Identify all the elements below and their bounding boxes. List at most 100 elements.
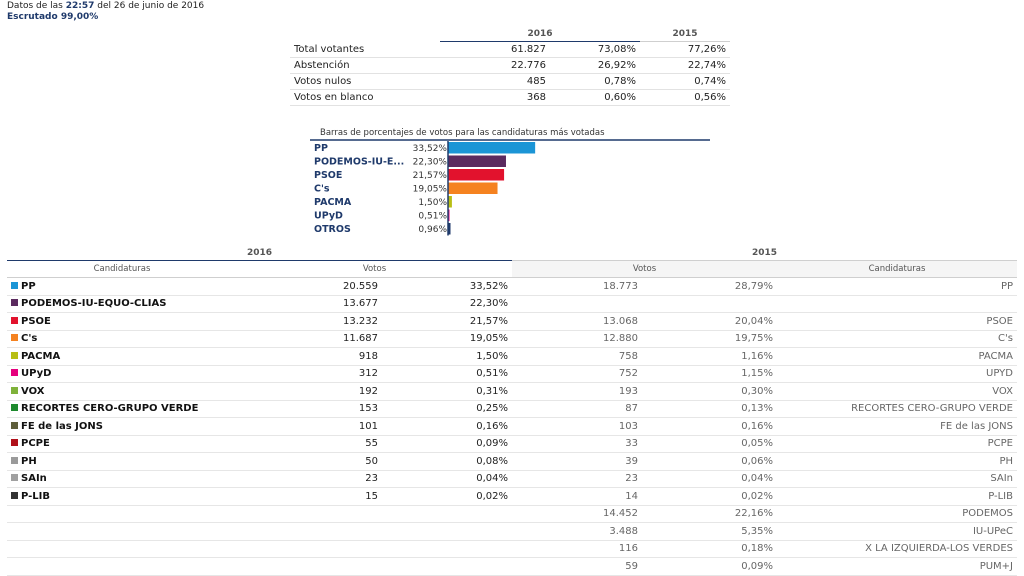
- summary-count: 485: [440, 73, 550, 90]
- candidature-name: RECORTES CERO-GRUPO VERDE: [21, 403, 199, 415]
- bar-value-label: 0,51%: [418, 212, 447, 222]
- detail-year-2015: 2015: [512, 246, 1017, 261]
- votes-2015: 103: [512, 417, 642, 436]
- votes-2015: 3.488: [512, 522, 642, 541]
- pct-2016: 0,16%: [382, 417, 512, 436]
- candidature-cell: UPyD: [7, 365, 237, 383]
- pct-2016: 0,02%: [382, 487, 512, 506]
- bar-6: [448, 223, 451, 235]
- bar-value-label: 22,30%: [413, 158, 448, 168]
- votes-2015: 23: [512, 470, 642, 488]
- candidature-name-2015: [777, 295, 1017, 313]
- pct-2015: 0,05%: [642, 435, 777, 453]
- candidature-cell: P-LIB: [7, 487, 237, 506]
- bar-2: [448, 169, 505, 181]
- bar-category-label: C's: [314, 184, 330, 195]
- table-row: RECORTES CERO-GRUPO VERDE 153 0,25% 87 0,13%…: [7, 400, 1017, 418]
- votes-2016: 13.232: [237, 312, 382, 331]
- summary-pct-2016: 0,60%: [550, 89, 640, 106]
- pct-2016: 1,50%: [382, 347, 512, 366]
- candidature-cell: PACMA: [7, 347, 237, 366]
- votes-2016: 13.677: [237, 295, 382, 313]
- detail-year-row: 2016 2015: [7, 246, 1017, 261]
- candidature-name-2015: X LA IZQUIERDA-LOS VERDES: [777, 540, 1017, 558]
- col-candidaturas-2016: Candidaturas: [7, 260, 237, 278]
- bar-value-label: 0,96%: [418, 225, 447, 235]
- party-color-swatch: [11, 316, 18, 324]
- votes-2015: 758: [512, 347, 642, 366]
- pct-2016: 22,30%: [382, 295, 512, 313]
- summary-body: Total votantes 61.827 73,08% 77,26% Abstenci…: [290, 41, 730, 106]
- candidature-cell: VOX: [7, 382, 237, 401]
- candidature-cell: PP: [7, 277, 237, 296]
- bar-category-label: PODEMOS-IU-E...: [314, 157, 404, 168]
- summary-year-2015: 2015: [640, 26, 730, 42]
- party-color-swatch: [11, 456, 18, 464]
- candidature-name-2015: PSOE: [777, 312, 1017, 331]
- table-row: PSOE 13.232 21,57% 13.068 20,04% PSOE: [7, 312, 1017, 331]
- pct-2016: 0,09%: [382, 435, 512, 453]
- col-candidaturas-2015: Candidaturas: [777, 260, 1017, 278]
- candidature-cell: PODEMOS-IU-EQUO-CLIAS: [7, 295, 237, 313]
- bar-1: [448, 155, 506, 167]
- summary-row: Votos nulos 485 0,78% 0,74%: [290, 73, 730, 90]
- votes-2015: 193: [512, 382, 642, 401]
- votes-2015: 13.068: [512, 312, 642, 331]
- votes-2015: 14: [512, 487, 642, 506]
- pct-2015: 0,30%: [642, 382, 777, 401]
- votes-2015: 14.452: [512, 505, 642, 523]
- summary-count: 22.776: [440, 57, 550, 74]
- table-row: PH 50 0,08% 39 0,06% PH: [7, 452, 1017, 471]
- summary-label: Votos nulos: [290, 73, 440, 90]
- party-color-swatch: [11, 474, 18, 482]
- votes-2016: 11.687: [237, 330, 382, 348]
- pct-2016: 0,25%: [382, 400, 512, 418]
- scrutiny-status: Escrutado 99,00%: [7, 12, 99, 22]
- votes-2016: 20.559: [237, 277, 382, 296]
- votes-2015: 12.880: [512, 330, 642, 348]
- detail-column-row: Candidaturas Votos Votos Candidaturas: [7, 260, 1017, 278]
- detail-year-2016: 2016: [7, 246, 512, 261]
- table-row: 14.452 22,16% PODEMOS: [7, 505, 1017, 523]
- candidature-cell: [7, 522, 237, 541]
- candidature-cell: PCPE: [7, 435, 237, 453]
- votes-2016: 101: [237, 417, 382, 436]
- bar-category-label: PSOE: [314, 170, 342, 181]
- party-color-swatch: [11, 281, 18, 289]
- candidature-name-2015: VOX: [777, 382, 1017, 401]
- table-row: 116 0,18% X LA IZQUIERDA-LOS VERDES: [7, 540, 1017, 558]
- summary-pct-2016: 26,92%: [550, 57, 640, 74]
- pct-2016: 0,04%: [382, 470, 512, 488]
- candidature-name: FE de las JONS: [21, 420, 103, 432]
- summary-label: Total votantes: [290, 41, 440, 58]
- vote-percentage-bar-chart: Barras de porcentajes de votos para las …: [310, 128, 710, 236]
- pct-2016: 0,51%: [382, 365, 512, 383]
- time-value: 22:57: [65, 1, 95, 11]
- votes-2015: [512, 295, 642, 313]
- party-color-swatch: [11, 421, 18, 429]
- candidature-name: C's: [21, 333, 38, 345]
- votes-2016: [237, 522, 382, 541]
- candidature-name: SAIn: [21, 473, 47, 485]
- candidature-name-2015: PP: [777, 277, 1017, 296]
- pct-2015: 1,15%: [642, 365, 777, 383]
- candidature-cell: [7, 557, 237, 576]
- table-row: SAIn 23 0,04% 23 0,04% SAIn: [7, 470, 1017, 488]
- candidature-cell: RECORTES CERO-GRUPO VERDE: [7, 400, 237, 418]
- pct-2016: 0,08%: [382, 452, 512, 471]
- votes-2016: [237, 557, 382, 576]
- summary-header-row: 2016 2015: [290, 26, 730, 42]
- votes-2016: 55: [237, 435, 382, 453]
- votes-2016: 192: [237, 382, 382, 401]
- candidature-name: PSOE: [21, 315, 51, 327]
- table-row: VOX 192 0,31% 193 0,30% VOX: [7, 382, 1017, 401]
- votes-2015: 87: [512, 400, 642, 418]
- summary-count: 368: [440, 89, 550, 106]
- col-votos-2016: Votos: [237, 260, 512, 278]
- pct-2015: [642, 295, 777, 313]
- summary-pct-2015: 0,56%: [640, 89, 730, 106]
- pct-2015: 20,04%: [642, 312, 777, 331]
- bar-category-label: PP: [314, 143, 328, 154]
- candidature-name-2015: RECORTES CERO-GRUPO VERDE: [777, 400, 1017, 418]
- votes-2016: [237, 540, 382, 558]
